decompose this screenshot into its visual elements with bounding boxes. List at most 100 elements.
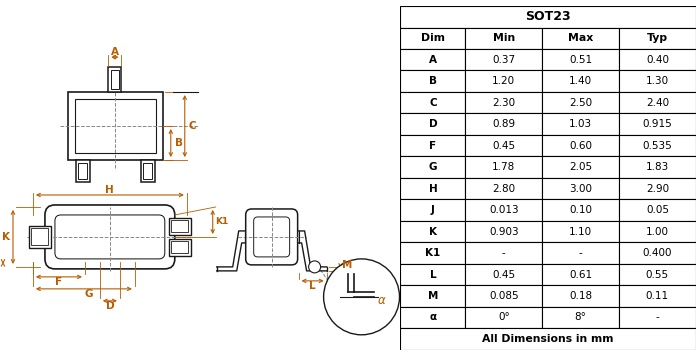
Bar bbox=[400, 264, 466, 285]
Circle shape bbox=[323, 259, 400, 335]
Text: 0.903: 0.903 bbox=[489, 226, 519, 236]
Bar bbox=[169, 239, 191, 256]
Text: A: A bbox=[111, 47, 119, 57]
Text: 0.37: 0.37 bbox=[492, 55, 515, 65]
Bar bbox=[542, 285, 619, 307]
Bar bbox=[542, 200, 619, 221]
Text: J: J bbox=[431, 205, 435, 215]
Bar bbox=[466, 200, 542, 221]
Bar bbox=[542, 70, 619, 92]
Text: 1.83: 1.83 bbox=[646, 162, 669, 172]
Bar bbox=[466, 92, 542, 114]
Bar bbox=[466, 27, 542, 49]
Bar bbox=[542, 156, 619, 178]
Text: K: K bbox=[2, 232, 10, 242]
Bar bbox=[172, 220, 188, 233]
Bar bbox=[400, 49, 466, 70]
Bar bbox=[400, 92, 466, 114]
Bar bbox=[466, 264, 542, 285]
Text: D: D bbox=[106, 301, 114, 311]
Text: H: H bbox=[106, 185, 114, 195]
Bar bbox=[619, 307, 696, 328]
Bar bbox=[542, 264, 619, 285]
Bar bbox=[400, 135, 466, 156]
Bar bbox=[400, 156, 466, 178]
Text: 1.78: 1.78 bbox=[492, 162, 515, 172]
Bar bbox=[466, 70, 542, 92]
Text: B: B bbox=[175, 138, 183, 148]
Text: 2.30: 2.30 bbox=[492, 98, 515, 108]
Bar bbox=[542, 221, 619, 242]
Bar bbox=[542, 178, 619, 200]
Text: 0.535: 0.535 bbox=[643, 141, 672, 151]
Bar bbox=[542, 114, 619, 135]
Text: 0.61: 0.61 bbox=[569, 269, 592, 279]
Bar bbox=[141, 160, 155, 182]
Bar bbox=[619, 92, 696, 114]
Bar bbox=[32, 228, 48, 245]
Bar bbox=[400, 6, 696, 28]
Text: 2.40: 2.40 bbox=[646, 98, 669, 108]
Bar bbox=[619, 114, 696, 135]
FancyBboxPatch shape bbox=[55, 215, 164, 259]
Text: 8°: 8° bbox=[575, 312, 587, 322]
Text: K: K bbox=[429, 226, 437, 236]
Text: 1.00: 1.00 bbox=[646, 226, 669, 236]
Text: 2.05: 2.05 bbox=[569, 162, 592, 172]
Bar bbox=[78, 163, 88, 179]
Text: C: C bbox=[429, 98, 437, 108]
Bar bbox=[466, 114, 542, 135]
Text: 1.10: 1.10 bbox=[569, 226, 592, 236]
Bar bbox=[619, 135, 696, 156]
Bar bbox=[619, 156, 696, 178]
Text: SOT23: SOT23 bbox=[525, 10, 571, 23]
Text: H: H bbox=[428, 184, 438, 193]
Text: F: F bbox=[429, 141, 437, 151]
Bar bbox=[108, 67, 121, 92]
Text: Min: Min bbox=[493, 33, 515, 43]
FancyBboxPatch shape bbox=[246, 209, 298, 265]
Text: 0.915: 0.915 bbox=[643, 119, 672, 129]
Text: 0.55: 0.55 bbox=[646, 269, 669, 279]
Bar bbox=[619, 27, 696, 49]
Bar bbox=[466, 178, 542, 200]
Text: 3.00: 3.00 bbox=[569, 184, 592, 193]
Text: L: L bbox=[430, 269, 436, 279]
Text: C: C bbox=[189, 121, 197, 131]
Text: 2.90: 2.90 bbox=[646, 184, 669, 193]
Text: 0.40: 0.40 bbox=[646, 55, 669, 65]
Bar bbox=[400, 285, 466, 307]
Text: M: M bbox=[342, 260, 353, 270]
Bar bbox=[29, 226, 51, 248]
Text: 0.89: 0.89 bbox=[492, 119, 515, 129]
Circle shape bbox=[309, 261, 321, 273]
Text: K1: K1 bbox=[426, 248, 440, 258]
Bar bbox=[619, 264, 696, 285]
Bar bbox=[466, 285, 542, 307]
Text: α: α bbox=[429, 312, 437, 322]
Bar bbox=[542, 92, 619, 114]
Text: -: - bbox=[502, 248, 505, 258]
Bar bbox=[619, 242, 696, 264]
Bar bbox=[400, 200, 466, 221]
Text: 0.45: 0.45 bbox=[492, 269, 515, 279]
Bar bbox=[466, 307, 542, 328]
Text: 0.05: 0.05 bbox=[646, 205, 669, 215]
Text: 0.45: 0.45 bbox=[492, 141, 515, 151]
Bar bbox=[542, 27, 619, 49]
Text: -: - bbox=[655, 312, 659, 322]
Text: 0°: 0° bbox=[498, 312, 510, 322]
Bar bbox=[400, 328, 696, 350]
Bar bbox=[466, 156, 542, 178]
Bar bbox=[542, 242, 619, 264]
Bar bbox=[619, 221, 696, 242]
Text: 1.20: 1.20 bbox=[492, 76, 515, 86]
Text: 0.51: 0.51 bbox=[569, 55, 592, 65]
Text: D: D bbox=[428, 119, 438, 129]
Bar bbox=[400, 242, 466, 264]
Text: All Dimensions in mm: All Dimensions in mm bbox=[482, 334, 614, 344]
Bar bbox=[400, 307, 466, 328]
FancyBboxPatch shape bbox=[45, 205, 175, 269]
Bar bbox=[68, 92, 163, 160]
Bar bbox=[466, 221, 542, 242]
